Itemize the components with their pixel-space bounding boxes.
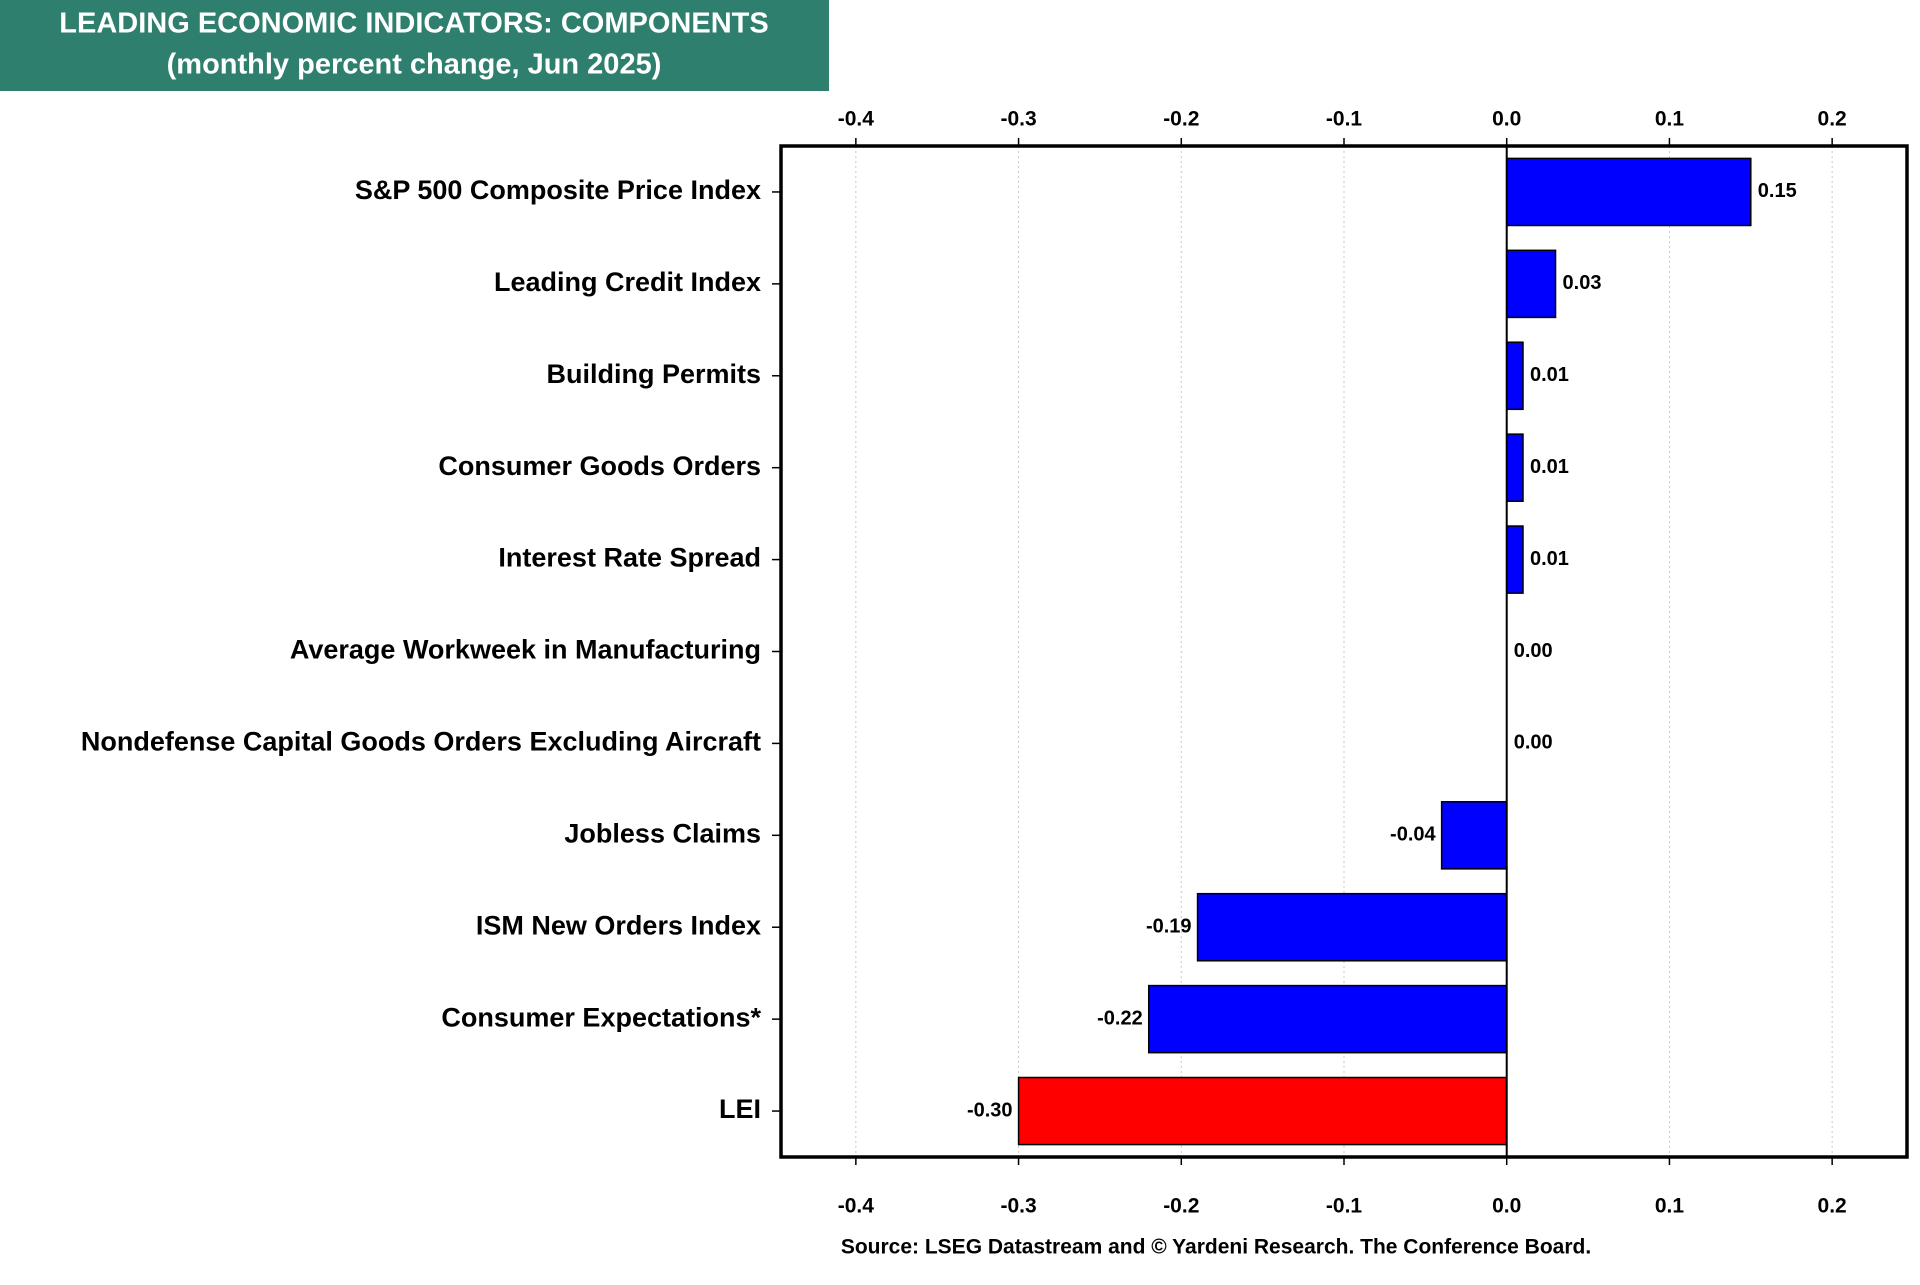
bar	[1505, 249, 1557, 319]
x-tick-label: 0.1	[1655, 108, 1685, 131]
bar	[1196, 892, 1508, 962]
value-label: 0.01	[1530, 548, 1569, 570]
source-note: Source: LSEG Datastream and © Yardeni Re…	[841, 1236, 1591, 1259]
value-label: 0.01	[1530, 364, 1569, 386]
value-label: 0.01	[1530, 456, 1569, 478]
x-tick-label: 0.2	[1818, 1195, 1847, 1218]
title-box	[0, 0, 829, 91]
y-tick-label: Consumer Goods Orders	[438, 451, 761, 481]
value-label: -0.30	[967, 1099, 1013, 1121]
y-tick-label: Jobless Claims	[564, 818, 761, 848]
bar	[1505, 157, 1752, 227]
x-tick-label: -0.4	[838, 108, 875, 131]
bar	[1505, 433, 1524, 502]
bar	[1440, 801, 1508, 870]
x-tick-label: -0.3	[1000, 108, 1036, 131]
bar	[1147, 984, 1508, 1054]
x-tick-label: 0.0	[1492, 1195, 1521, 1218]
x-tick-label: -0.4	[838, 1195, 875, 1218]
value-label: 0.03	[1563, 272, 1602, 294]
bar	[1017, 1076, 1508, 1146]
value-label: 0.00	[1514, 640, 1553, 662]
value-label: -0.04	[1390, 824, 1436, 846]
x-tick-label: -0.1	[1326, 1195, 1363, 1218]
y-tick-label: Interest Rate Spread	[498, 543, 761, 573]
x-tick-label: 0.2	[1818, 108, 1847, 131]
y-tick-label: LEI	[719, 1094, 761, 1124]
chart-title: LEADING ECONOMIC INDICATORS: COMPONENTS	[59, 8, 768, 40]
y-tick-label: Leading Credit Index	[494, 267, 761, 297]
y-tick-label: S&P 500 Composite Price Index	[355, 175, 761, 205]
plot-frame	[779, 144, 1909, 1159]
value-label: 0.15	[1758, 180, 1797, 202]
bar	[1505, 341, 1524, 411]
y-tick-label: Nondefense Capital Goods Orders Excludin…	[81, 727, 761, 757]
value-label: -0.22	[1097, 1007, 1143, 1029]
x-tick-label: 0.1	[1655, 1195, 1685, 1218]
y-tick-label: Consumer Expectations*	[441, 1002, 761, 1032]
x-tick-label: 0.0	[1492, 108, 1521, 131]
x-tick-label: -0.2	[1163, 1195, 1199, 1218]
y-tick-label: Building Permits	[546, 359, 761, 389]
x-tick-label: -0.3	[1000, 1195, 1036, 1218]
bar	[1505, 525, 1524, 594]
y-tick-label: ISM New Orders Index	[476, 910, 761, 940]
x-tick-label: -0.1	[1326, 108, 1363, 131]
x-tick-label: -0.2	[1163, 108, 1199, 131]
value-label: -0.19	[1146, 916, 1192, 938]
y-tick-label: Average Workweek in Manufacturing	[290, 635, 761, 665]
chart-subtitle: (monthly percent change, Jun 2025)	[167, 49, 662, 81]
value-label: 0.00	[1514, 732, 1553, 754]
